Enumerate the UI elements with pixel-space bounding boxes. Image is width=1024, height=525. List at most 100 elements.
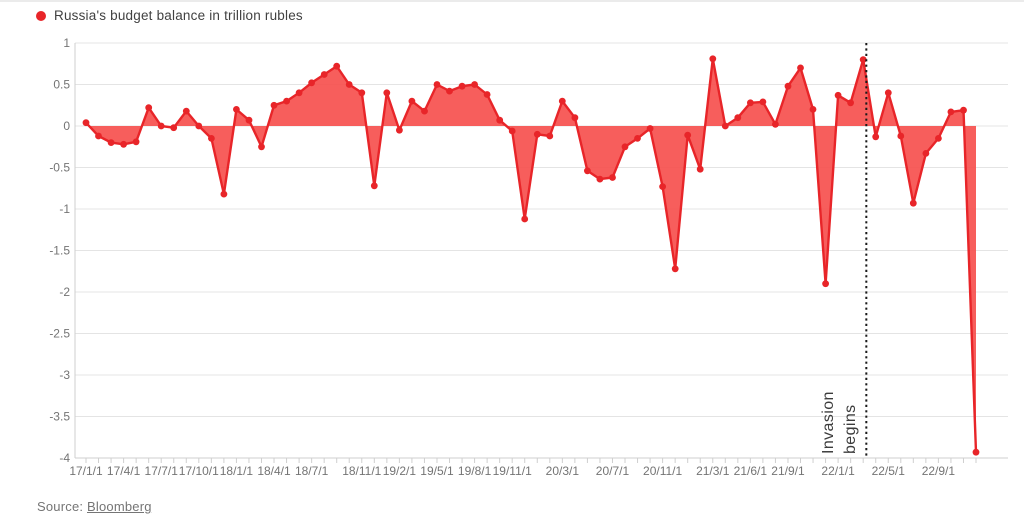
data-point: [609, 174, 616, 181]
data-point: [508, 127, 516, 135]
data-point: [797, 64, 804, 72]
x-tick-label: 20/3/1: [546, 464, 580, 478]
series-line: [84, 57, 978, 454]
data-point: [521, 215, 529, 223]
data-point: [646, 125, 654, 132]
data-point: [935, 135, 942, 142]
x-tick-label: 18/7/1: [295, 464, 329, 478]
x-axis-labels: 17/1/1 17/4/1 17/7/1 17/10/1 18/1/1 18/4/1 18/…: [69, 464, 955, 478]
data-point: [596, 175, 604, 183]
data-point: [132, 138, 140, 146]
axes: [74, 43, 1008, 463]
data-point: [947, 108, 955, 116]
x-tick-label: 19/8/1: [458, 464, 492, 478]
data-point: [809, 106, 817, 113]
data-point: [295, 89, 303, 97]
data-point: [759, 98, 767, 106]
data-point: [496, 116, 504, 124]
data-point: [784, 82, 792, 90]
x-tick-label: 21/9/1: [771, 464, 805, 478]
data-point: [370, 182, 378, 190]
data-point: [220, 190, 228, 198]
data-point: [972, 448, 980, 456]
data-point: [897, 132, 905, 140]
data-point: [834, 91, 842, 99]
legend-marker-dot: [36, 10, 46, 21]
data-point: [960, 106, 967, 114]
x-tick-label: 20/11/1: [643, 464, 682, 478]
data-point: [408, 97, 416, 105]
data-point: [533, 130, 541, 138]
data-point: [233, 106, 240, 113]
data-point: [358, 89, 366, 97]
data-point: [333, 62, 341, 70]
data-point: [721, 122, 729, 130]
legend-label: Russia's budget balance in trillion rubl…: [54, 8, 303, 23]
data-point: [258, 143, 265, 151]
source-prefix: Source:: [37, 499, 88, 514]
data-point: [847, 99, 854, 107]
data-point: [546, 132, 554, 140]
x-tick-label: 17/1/1: [69, 464, 103, 478]
x-tick-label: 18/4/1: [257, 464, 291, 478]
data-point: [421, 107, 428, 115]
x-tick-label: 22/9/1: [922, 464, 956, 478]
data-point: [909, 199, 917, 207]
data-point: [396, 126, 403, 134]
x-tick-label: 21/6/1: [734, 464, 768, 478]
annotation-invasion-line1: Invasion: [820, 391, 837, 454]
data-point: [208, 135, 215, 142]
x-tick-label: 17/10/1: [179, 464, 219, 478]
source-link[interactable]: Bloomberg: [87, 499, 152, 514]
data-point: [245, 116, 253, 124]
data-point: [558, 97, 566, 105]
data-point: [270, 101, 278, 109]
data-point: [320, 71, 328, 78]
x-tick-label: 22/1/1: [821, 464, 855, 478]
data-point: [433, 81, 441, 88]
x-tick-label: 18/1/1: [220, 464, 254, 478]
data-point: [734, 114, 742, 122]
y-tick-label: 0: [63, 119, 70, 133]
x-tick-label: 22/5/1: [872, 464, 906, 478]
data-point: [747, 99, 754, 107]
data-point: [82, 119, 90, 127]
x-tick-label: 18/11/1: [342, 464, 381, 478]
data-point: [195, 122, 203, 130]
data-point: [107, 139, 115, 147]
data-point: [471, 81, 478, 88]
y-tick-label: -3: [59, 368, 70, 382]
data-point: [308, 79, 315, 87]
y-axis-labels: 1 0.5 0 -0.5 -1 -1.5 -2 -2.5 -3 -3.5 -4: [49, 36, 70, 465]
y-tick-label: -0.5: [49, 161, 70, 175]
x-tick-label: 19/2/1: [383, 464, 417, 478]
data-point: [157, 122, 165, 130]
data-point: [458, 82, 466, 90]
x-tick-label: 17/4/1: [107, 464, 141, 478]
y-tick-label: 0.5: [53, 78, 70, 92]
data-point: [571, 114, 579, 122]
chart-layers: 1 0.5 0 -0.5 -1 -1.5 -2 -2.5 -3 -3.5 -417/1/1 17/4/…: [49, 36, 1008, 478]
data-point: [170, 124, 178, 132]
data-point: [696, 165, 704, 173]
x-tick-label: 19/11/1: [493, 464, 532, 478]
x-tick-label: 17/7/1: [145, 464, 179, 478]
y-tick-label: -2: [59, 285, 70, 299]
data-point: [621, 143, 629, 151]
data-point: [182, 107, 190, 115]
data-point: [684, 131, 692, 139]
data-point: [145, 104, 153, 112]
y-tick-label: 1: [63, 36, 70, 50]
y-tick-label: -2.5: [49, 327, 70, 341]
y-tick-label: -4: [59, 451, 70, 465]
data-point: [95, 132, 102, 140]
x-tick-label: 19/5/1: [420, 464, 454, 478]
data-point: [345, 81, 353, 88]
source-line: Source: Bloomberg: [37, 499, 152, 514]
data-point: [822, 280, 829, 288]
data-point: [872, 133, 880, 141]
x-tick-label: 21/3/1: [696, 464, 730, 478]
x-tick-label: 20/7/1: [596, 464, 630, 478]
data-point: [383, 89, 391, 97]
data-point: [709, 55, 717, 63]
